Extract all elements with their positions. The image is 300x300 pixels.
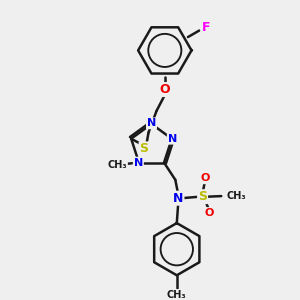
Text: CH₃: CH₃ — [226, 191, 246, 201]
Text: S: S — [198, 190, 207, 203]
Text: O: O — [160, 83, 170, 96]
Text: O: O — [200, 173, 210, 183]
Text: F: F — [202, 21, 210, 34]
Text: S: S — [140, 142, 148, 155]
Text: CH₃: CH₃ — [108, 160, 127, 170]
Text: N: N — [168, 134, 177, 144]
Text: N: N — [147, 118, 156, 128]
Text: N: N — [134, 158, 143, 168]
Text: O: O — [204, 208, 214, 218]
Text: CH₃: CH₃ — [167, 290, 187, 300]
Text: N: N — [173, 192, 184, 205]
